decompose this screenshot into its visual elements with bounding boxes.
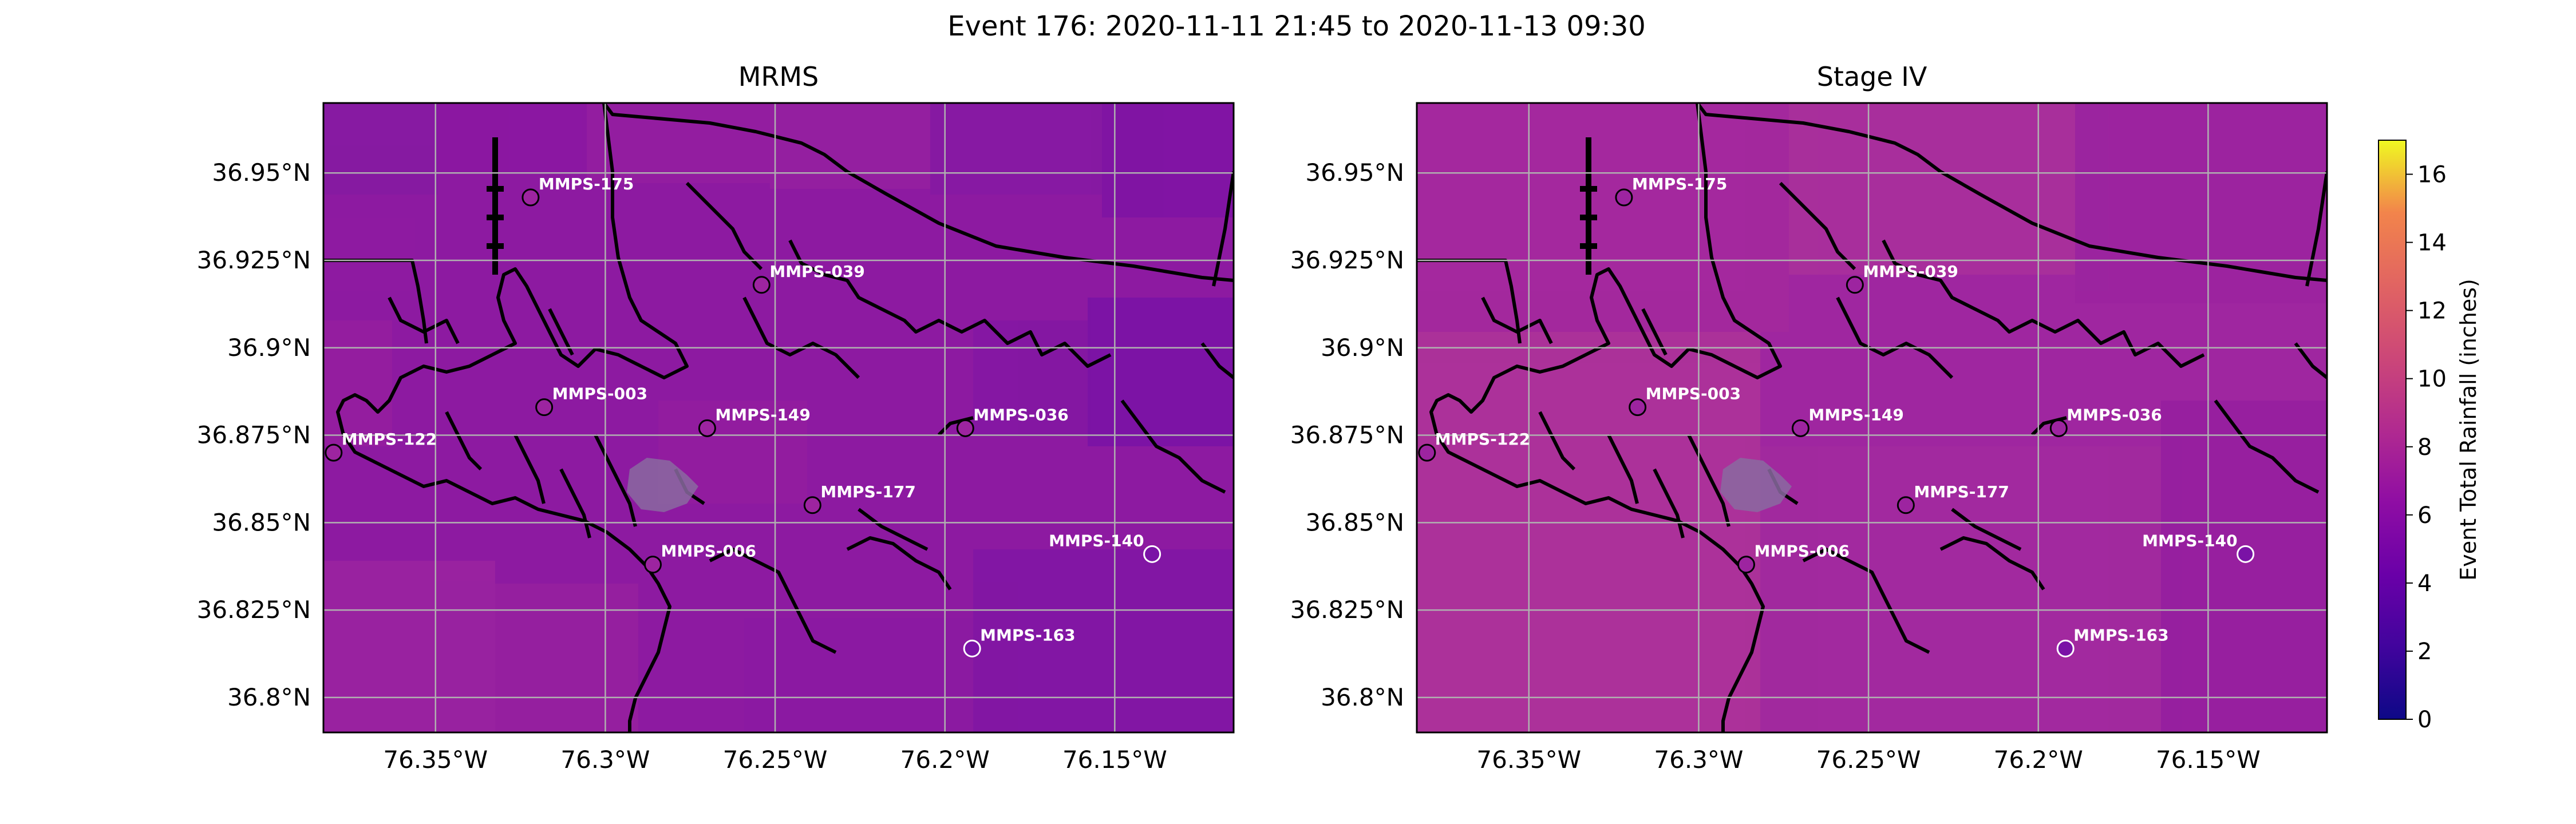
gauge-marker[interactable] [752,276,771,294]
gauge-marker[interactable] [1629,398,1647,417]
panel-title-stage-iv: Stage IV [1817,61,1927,92]
gauge-label: MMPS-175 [1632,175,1727,193]
lon-tick-label: 76.25°W [1816,746,1921,774]
gauge-label: MMPS-006 [1754,542,1849,561]
lon-tick-label: 76.2°W [900,746,990,774]
gauge-marker[interactable] [521,188,540,207]
gauge-label: MMPS-003 [552,385,647,403]
lat-tick-label: 36.8°N [227,683,311,711]
gridlines-stage-iv [1417,103,2327,732]
lon-tick-label: 76.15°W [2156,746,2261,774]
gauge-marker[interactable] [956,419,974,437]
gauge-markers-mrms: MMPS-175 MMPS-039 MMPS-003 MMPS-149 MMPS-036… [325,175,1161,657]
gauge-markers-stage-iv: MMPS-175 MMPS-039 MMPS-003 MMPS-149 MMPS-036… [1418,175,2255,657]
lat-tick-label: 36.825°N [197,596,311,624]
lon-tick-label: 76.25°W [723,746,828,774]
lat-tick-label: 36.8°N [1321,683,1404,711]
colorbar-tick-label: 16 [2417,162,2447,188]
gauge-marker[interactable] [643,556,662,574]
figure-suptitle: Event 176: 2020-11-11 21:45 to 2020-11-1… [947,10,1646,42]
colorbar-tick-label: 6 [2417,502,2432,529]
gauge-marker[interactable] [2056,639,2075,657]
gauge-label: MMPS-039 [769,262,864,281]
landmass-shade-mrms [627,458,698,512]
map-frame-stage-iv [1416,102,2328,734]
gauge-label: MMPS-140 [2142,531,2237,550]
colorbar-ticks: 0 2 4 6 8 10 12 14 16 [2406,162,2447,733]
lat-tick-label: 36.925°N [1290,246,1404,274]
gauge-marker[interactable] [803,496,821,514]
lon-tick-label: 76.35°W [1476,746,1581,774]
lat-labels-stage-iv: 36.95°N 36.925°N 36.9°N 36.875°N 36.85°N 36.8… [1290,159,1404,711]
colorbar: 0 2 4 6 8 10 12 14 16 Event Total Rainfall (inch… [2378,140,2481,733]
coastline-stage-iv [1417,103,2327,732]
coastline-mrms [323,103,1234,732]
gauge-marker[interactable] [1143,545,1161,563]
lon-tick-label: 76.2°W [1994,746,2083,774]
gauge-marker[interactable] [698,419,716,437]
lat-tick-label: 36.875°N [1290,421,1404,449]
gauge-marker[interactable] [535,398,554,417]
lat-tick-label: 36.9°N [227,334,311,362]
gauge-label: MMPS-140 [1049,531,1144,550]
lon-labels-mrms: 76.35°W 76.3°W 76.25°W 76.2°W 76.15°W [383,746,1167,774]
lat-tick-label: 36.825°N [1290,596,1404,624]
gauge-marker[interactable] [1737,556,1755,574]
gauge-marker[interactable] [1897,496,1915,514]
lon-tick-label: 76.35°W [383,746,488,774]
gauge-label: MMPS-036 [2067,405,2162,424]
gauge-label: MMPS-006 [661,542,756,561]
lat-tick-label: 36.925°N [197,246,311,274]
colorbar-tick-label: 2 [2417,639,2432,665]
lat-tick-label: 36.95°N [1305,159,1404,187]
gauge-label: MMPS-039 [1863,262,1958,281]
lon-tick-label: 76.3°W [1654,746,1743,774]
lon-tick-label: 76.15°W [1062,746,1167,774]
gauge-label: MMPS-163 [980,625,1075,644]
gauge-label: MMPS-003 [1646,385,1741,403]
colorbar-tick-label: 12 [2417,298,2447,324]
gauge-label: MMPS-036 [973,405,1068,424]
gauge-marker[interactable] [1615,188,1633,207]
gridlines-mrms [323,103,1234,732]
gauge-marker[interactable] [1846,276,1864,294]
panel-title-mrms: MRMS [738,61,819,92]
lat-tick-label: 36.85°N [212,508,311,536]
colorbar-tick-label: 4 [2417,571,2432,597]
gauge-marker[interactable] [2237,545,2255,563]
lat-tick-label: 36.875°N [197,421,311,449]
gauge-label: MMPS-122 [1435,430,1530,449]
gauge-label: MMPS-163 [2073,625,2168,644]
gauge-marker[interactable] [963,639,981,657]
lat-tick-label: 36.85°N [1305,508,1404,536]
lat-labels-mrms: 36.95°N 36.925°N 36.9°N 36.875°N 36.85°N 36.8… [197,159,311,711]
gauge-label: MMPS-149 [1808,405,1903,424]
colorbar-tick-label: 14 [2417,230,2447,256]
lon-labels-stage-iv: 76.35°W 76.3°W 76.25°W 76.2°W 76.15°W [1476,746,2260,774]
harbor-piers-stage-iv [1580,137,1597,275]
landmass-shade-stage-iv [1720,458,1792,512]
gauge-marker[interactable] [1418,443,1436,462]
colorbar-tick-label: 0 [2417,707,2432,733]
colorbar-label: Event Total Rainfall (inches) [2456,279,2481,581]
gauge-label: MMPS-122 [342,430,437,449]
gauge-marker[interactable] [325,443,343,462]
map-panel-stage-iv: Stage IV [1290,61,2328,774]
lon-tick-label: 76.3°W [560,746,650,774]
lat-tick-label: 36.9°N [1321,334,1404,362]
harbor-piers-mrms [487,137,504,275]
colorbar-gradient [2378,140,2407,720]
gauge-marker[interactable] [2049,419,2068,437]
gauge-label: MMPS-149 [715,405,810,424]
gauge-label: MMPS-177 [820,482,915,501]
gauge-label: MMPS-175 [539,175,634,193]
gauge-label: MMPS-177 [1914,482,2009,501]
colorbar-tick-label: 10 [2417,366,2447,393]
gauge-marker[interactable] [1791,419,1809,437]
map-frame-mrms [322,102,1235,734]
colorbar-tick-label: 8 [2417,434,2432,461]
lat-tick-label: 36.95°N [212,159,311,187]
map-panel-mrms: MRMS [197,61,1235,774]
